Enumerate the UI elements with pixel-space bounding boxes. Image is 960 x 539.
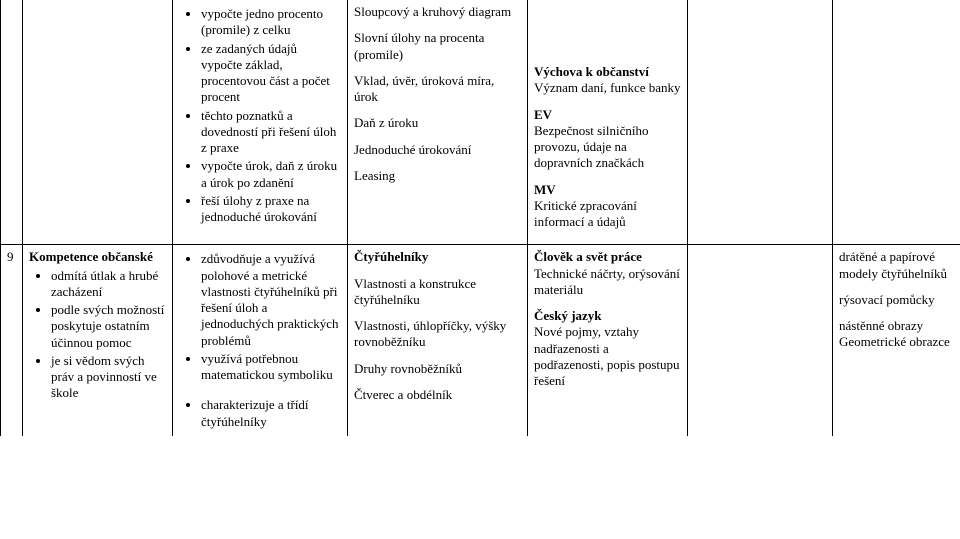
row1-num [1,0,23,245]
row2-col3: Čtyřúhelníky Vlastnosti a konstrukce čty… [348,245,528,436]
para: Vlastnosti a konstrukce čtyřúhelníku [354,276,521,309]
para: Slovní úlohy na procenta (promile) [354,30,521,63]
list-item: podle svých možností poskytuje ostatním … [51,302,166,351]
topic-heading: MV [534,182,556,197]
para: Vlastnosti, úhlopříčky, výšky rovnoběžní… [354,318,521,351]
list-item: vypočte úrok, daň z úroku a úrok po zdan… [201,158,341,191]
row1-col4: Výchova k občanství Význam daní, funkce … [528,0,688,245]
row1-col3: Sloupcový a kruhový diagram Slovní úlohy… [348,0,528,245]
list-item: charakterizuje a třídí čtyřúhelníky [201,397,341,430]
para: nástěnné obrazy Geometrické obrazce [839,318,954,351]
topic-text: Význam daní, funkce banky [534,80,681,95]
list-item: zdůvodňuje a využívá polohové a metrické… [201,251,341,349]
topic-heading: Čtyřúhelníky [354,249,521,265]
topic-heading: Člověk a svět práce [534,249,642,264]
table-row: vypočte jedno procento (promile) z celku… [1,0,960,245]
topic-text: Technické náčrty, orýsování materiálu [534,266,680,297]
row2-num: 9 [1,245,23,436]
list-item: těchto poznatků a dovedností při řešení … [201,108,341,157]
row2-col1: Kompetence občanské odmítá útlak a hrubé… [23,245,173,436]
topic-text: Nové pojmy, vztahy nadřazenosti a podřaz… [534,324,680,388]
row1-col6 [833,0,960,245]
para: drátěné a papírové modely čtyřúhelníků [839,249,954,282]
para: rýsovací pomůcky [839,292,954,308]
topic-heading: Český jazyk [534,308,602,323]
row2-col5 [688,245,833,436]
para: Leasing [354,168,521,184]
row1-col5 [688,0,833,245]
para: EV Bezpečnost silničního provozu, údaje … [534,107,681,172]
para: Český jazyk Nové pojmy, vztahy nadřazeno… [534,308,681,389]
para: Vklad, úvěr, úroková míra, úrok [354,73,521,106]
topic-heading: EV [534,107,552,122]
para: Výchova k občanství Význam daní, funkce … [534,64,681,97]
row2-col4: Člověk a svět práce Technické náčrty, or… [528,245,688,436]
table-row: 9 Kompetence občanské odmítá útlak a hru… [1,245,960,436]
topic-text: Bezpečnost silničního provozu, údaje na … [534,123,648,171]
list-item: odmítá útlak a hrubé zacházení [51,268,166,301]
list-item: řeší úlohy z praxe na jednoduché úroková… [201,193,341,226]
topic-text: Kritické zpracování informací a údajů [534,198,637,229]
para: Čtverec a obdélník [354,387,521,403]
competence-heading: Kompetence občanské [29,249,166,265]
list-item: je si vědom svých práv a povinností ve š… [51,353,166,402]
para: Jednoduché úrokování [354,142,521,158]
row1-col1 [23,0,173,245]
para: Člověk a svět práce Technické náčrty, or… [534,249,681,298]
para: Druhy rovnoběžníků [354,361,521,377]
topic-heading: Výchova k občanství [534,64,649,79]
list-item: vypočte jedno procento (promile) z celku [201,6,341,39]
row2-col6: drátěné a papírové modely čtyřúhelníků r… [833,245,960,436]
list-item: využívá potřebnou matematickou symboliku [201,351,341,384]
para: Sloupcový a kruhový diagram [354,4,521,20]
list-item: ze zadaných údajů vypočte základ, procen… [201,41,341,106]
curriculum-table: vypočte jedno procento (promile) z celku… [0,0,960,436]
para: Daň z úroku [354,115,521,131]
row2-col2: zdůvodňuje a využívá polohové a metrické… [173,245,348,436]
para: MV Kritické zpracování informací a údajů [534,182,681,231]
row1-col2: vypočte jedno procento (promile) z celku… [173,0,348,245]
